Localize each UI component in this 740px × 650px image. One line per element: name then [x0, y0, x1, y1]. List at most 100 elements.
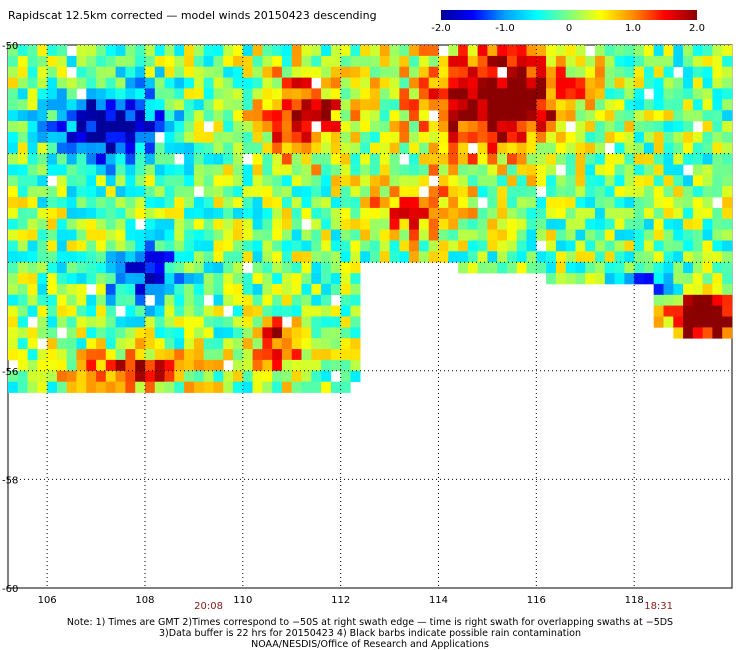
wind-cell [536, 99, 547, 111]
wind-cell [164, 349, 175, 361]
wind-cell [438, 240, 449, 252]
wind-cell [47, 218, 58, 230]
wind-cell [497, 142, 508, 154]
wind-cell [673, 305, 684, 317]
wind-cell [37, 359, 48, 372]
wind-cell [350, 88, 361, 100]
wind-cell [458, 66, 469, 78]
wind-cell [458, 110, 469, 122]
wind-cell [692, 186, 703, 198]
wind-cell [575, 66, 586, 78]
wind-cell [546, 77, 557, 89]
wind-cell [330, 55, 341, 68]
wind-cell [507, 218, 518, 230]
wind-cell [252, 327, 263, 339]
wind-cell [174, 305, 185, 317]
wind-cell [418, 45, 429, 57]
wind-cell [526, 229, 537, 241]
wind-cell [722, 175, 733, 187]
wind-cell [673, 110, 684, 122]
wind-cell [634, 273, 645, 285]
wind-cell [516, 240, 527, 252]
wind-cell [164, 229, 175, 241]
wind-cell [653, 240, 664, 252]
wind-cell [105, 164, 116, 176]
wind-cell [233, 294, 244, 306]
note-line-2: 3)Data buffer is 22 hrs for 20150423 4) … [159, 628, 581, 639]
wind-cell [223, 251, 234, 263]
wind-cell [8, 45, 19, 57]
wind-cell [96, 218, 107, 230]
wind-cell [526, 262, 537, 274]
wind-cell [653, 273, 664, 285]
wind-cell [213, 186, 224, 198]
wind-cell [56, 273, 67, 285]
wind-cell [350, 229, 361, 241]
wind-cell [379, 251, 390, 263]
wind-cell [272, 66, 283, 78]
wind-cell [614, 186, 625, 198]
wind-cell [575, 99, 586, 111]
wind-cell [242, 283, 253, 296]
wind-cell [311, 262, 322, 274]
wind-cell [614, 175, 625, 187]
wind-cell [702, 240, 713, 252]
wind-cell [575, 207, 586, 220]
wind-cell [673, 316, 684, 328]
wind-cell [76, 370, 87, 382]
wind-cell [702, 218, 713, 230]
wind-cell [145, 164, 156, 176]
wind-cell [233, 327, 244, 339]
wind-cell [409, 186, 420, 198]
wind-cell [184, 294, 195, 306]
wind-cell [154, 77, 165, 89]
wind-cell [712, 218, 723, 230]
wind-cell [683, 251, 694, 263]
wind-cell [516, 88, 527, 100]
wind-cell [311, 207, 322, 220]
wind-cell [154, 305, 165, 317]
wind-cell [203, 45, 214, 57]
wind-cell [86, 153, 97, 165]
wind-cell [86, 55, 97, 68]
wind-cell [252, 294, 263, 306]
wind-cell [311, 175, 322, 187]
wind-cell [663, 294, 674, 306]
wind-cell [448, 218, 459, 230]
wind-cell [301, 283, 312, 296]
wind-cell [105, 142, 116, 154]
wind-cell [634, 131, 645, 144]
wind-cell [448, 153, 459, 165]
wind-cell [262, 305, 273, 317]
wind-cell [330, 229, 341, 241]
wind-cell [203, 207, 214, 220]
wind-cell [438, 55, 449, 68]
wind-cell [526, 207, 537, 220]
wind-cell [86, 175, 97, 187]
wind-cell [17, 45, 28, 57]
wind-cell [301, 240, 312, 252]
wind-cell [340, 349, 351, 361]
wind-cell [66, 197, 77, 209]
wind-cell [604, 218, 615, 230]
wind-cell [86, 164, 97, 176]
wind-cell [291, 381, 302, 393]
wind-cell [184, 229, 195, 241]
wind-cell [477, 251, 488, 263]
longitude-tick-label: 106 [38, 595, 57, 606]
wind-cell [634, 164, 645, 176]
wind-cell [722, 283, 733, 296]
wind-cell [203, 273, 214, 285]
wind-cell [301, 294, 312, 306]
wind-cell [174, 240, 185, 252]
wind-cell [389, 142, 400, 154]
wind-cell [56, 164, 67, 176]
wind-cell [683, 305, 694, 317]
wind-cell [673, 327, 684, 339]
wind-cell [692, 153, 703, 165]
wind-cell [389, 197, 400, 209]
wind-cell [262, 262, 273, 274]
wind-cell [17, 153, 28, 165]
wind-cell [213, 110, 224, 122]
colorbar [441, 10, 697, 20]
